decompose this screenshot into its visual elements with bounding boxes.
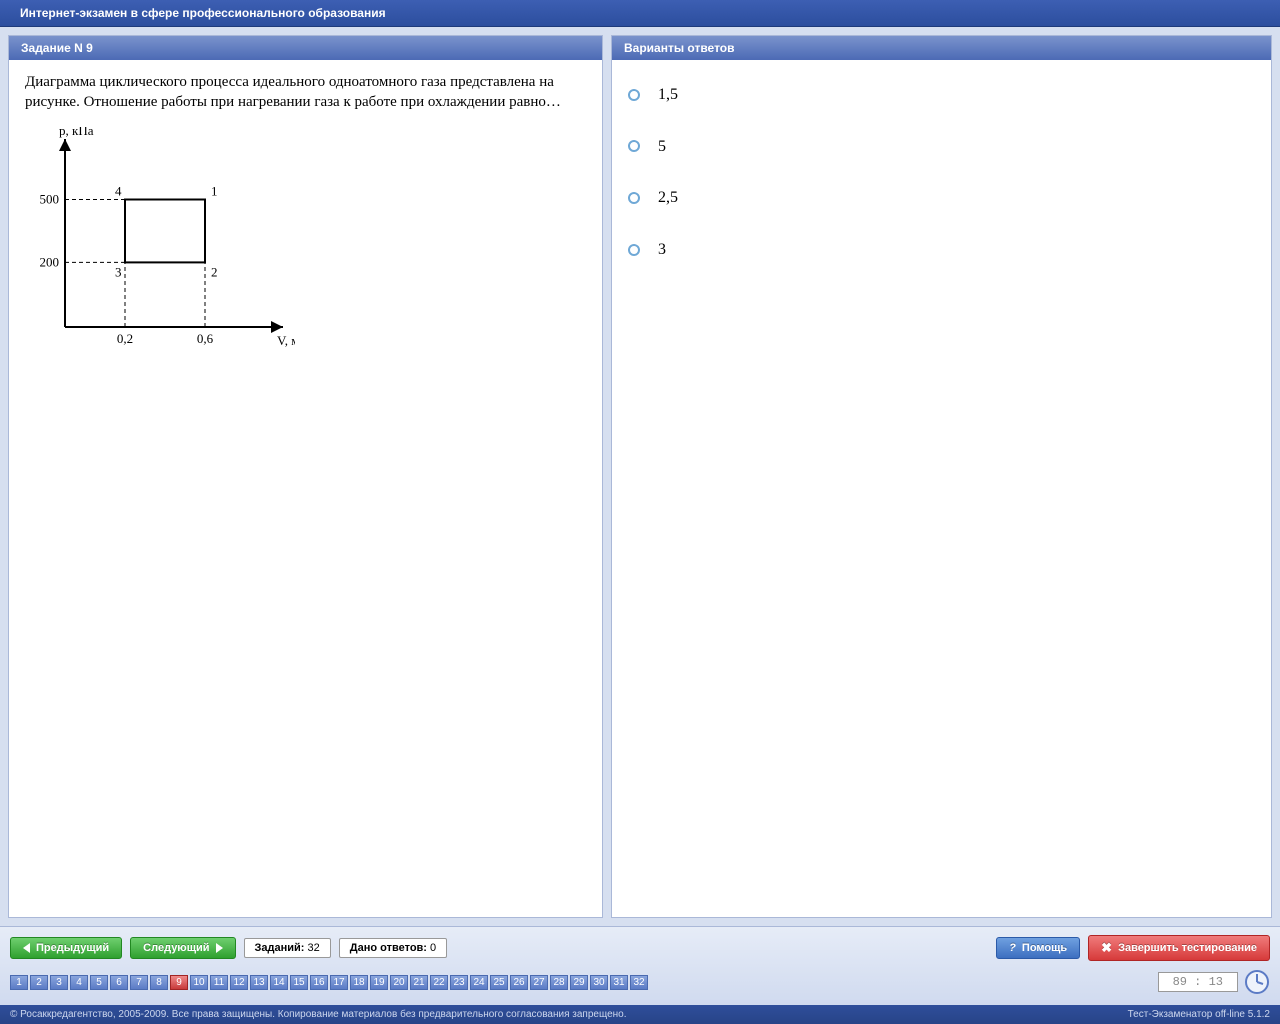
question-navigator: 1234567891011121314151617181920212223242… xyxy=(10,969,1270,995)
question-nav-box[interactable]: 27 xyxy=(530,975,548,990)
answered-count-label: Дано ответов: xyxy=(350,942,427,954)
question-nav-box[interactable]: 4 xyxy=(70,975,88,990)
question-nav-box[interactable]: 26 xyxy=(510,975,528,990)
question-nav-box[interactable]: 6 xyxy=(110,975,128,990)
help-button[interactable]: ? Помощь xyxy=(996,937,1080,959)
question-nav-box[interactable]: 18 xyxy=(350,975,368,990)
question-nav-box[interactable]: 3 xyxy=(50,975,68,990)
finish-test-button[interactable]: ✖ Завершить тестирование xyxy=(1088,935,1270,961)
question-nav-box[interactable]: 7 xyxy=(130,975,148,990)
answers-panel: Варианты ответов 1,5 5 2,5 3 xyxy=(611,35,1272,918)
footer: © Росаккредагентство, 2005-2009. Все пра… xyxy=(0,1005,1280,1024)
svg-text:0,6: 0,6 xyxy=(197,331,214,346)
question-nav-box[interactable]: 15 xyxy=(290,975,308,990)
svg-text:4: 4 xyxy=(115,183,122,198)
next-button-label: Следующий xyxy=(143,942,209,954)
question-nav-box[interactable]: 21 xyxy=(410,975,428,990)
svg-text:200: 200 xyxy=(40,254,60,269)
question-nav-box[interactable]: 11 xyxy=(210,975,228,990)
app-frame: Интернет-экзамен в сфере профессионально… xyxy=(0,0,1280,1024)
question-nav-box[interactable]: 30 xyxy=(590,975,608,990)
question-nav-box[interactable]: 17 xyxy=(330,975,348,990)
radio-icon xyxy=(628,244,640,256)
answer-option[interactable]: 2,5 xyxy=(628,187,1255,209)
radio-icon xyxy=(628,89,640,101)
answer-text: 5 xyxy=(658,136,666,158)
chevron-right-icon xyxy=(216,943,223,953)
question-nav-box[interactable]: 28 xyxy=(550,975,568,990)
answers-header: Варианты ответов xyxy=(612,36,1271,60)
tasks-count-label: Заданий: xyxy=(255,942,305,954)
radio-icon xyxy=(628,192,640,204)
answer-text: 2,5 xyxy=(658,187,678,209)
answered-count-value: 0 xyxy=(430,942,436,954)
question-nav-box[interactable]: 24 xyxy=(470,975,488,990)
answer-text: 1,5 xyxy=(658,84,678,106)
previous-button[interactable]: Предыдущий xyxy=(10,937,122,959)
answer-text: 3 xyxy=(658,239,666,261)
question-nav-box[interactable]: 29 xyxy=(570,975,588,990)
previous-button-label: Предыдущий xyxy=(36,942,109,954)
content-area: Задание N 9 Диаграмма циклического проце… xyxy=(0,27,1280,926)
radio-icon xyxy=(628,140,640,152)
tasks-count-value: 32 xyxy=(308,942,320,954)
question-nav-box[interactable]: 23 xyxy=(450,975,468,990)
question-diagram: p, кПа V, м3 500 200 0,2 0,6 4 1 3 2 xyxy=(25,127,586,353)
exit-icon: ✖ xyxy=(1101,940,1112,956)
question-nav-box[interactable]: 5 xyxy=(90,975,108,990)
next-button[interactable]: Следующий xyxy=(130,937,235,959)
answered-count-pill: Дано ответов: 0 xyxy=(339,938,447,958)
question-nav-box[interactable]: 20 xyxy=(390,975,408,990)
svg-text:0,2: 0,2 xyxy=(117,331,133,346)
answer-option[interactable]: 1,5 xyxy=(628,84,1255,106)
question-nav-box[interactable]: 32 xyxy=(630,975,648,990)
footer-version: Тест-Экзаменатор off-line 5.1.2 xyxy=(1128,1009,1270,1020)
question-nav-box[interactable]: 22 xyxy=(430,975,448,990)
question-nav-box[interactable]: 31 xyxy=(610,975,628,990)
app-title-bar: Интернет-экзамен в сфере профессионально… xyxy=(0,0,1280,27)
help-icon: ? xyxy=(1009,942,1016,954)
svg-text:p, кПа: p, кПа xyxy=(59,127,94,138)
nav-row-buttons: Предыдущий Следующий Заданий: 32 Дано от… xyxy=(10,935,1270,961)
question-nav-box[interactable]: 14 xyxy=(270,975,288,990)
timer-display: 89 : 13 xyxy=(1158,972,1238,992)
svg-text:1: 1 xyxy=(211,183,218,198)
svg-text:2: 2 xyxy=(211,264,218,279)
clock-icon xyxy=(1244,969,1270,995)
question-nav-box[interactable]: 25 xyxy=(490,975,508,990)
question-nav-box[interactable]: 12 xyxy=(230,975,248,990)
tasks-count-pill: Заданий: 32 xyxy=(244,938,331,958)
footer-copyright: © Росаккредагентство, 2005-2009. Все пра… xyxy=(10,1009,627,1020)
question-nav-box[interactable]: 19 xyxy=(370,975,388,990)
question-nav-box[interactable]: 9 xyxy=(170,975,188,990)
question-nav-box[interactable]: 2 xyxy=(30,975,48,990)
question-nav-box[interactable]: 8 xyxy=(150,975,168,990)
answer-option[interactable]: 5 xyxy=(628,136,1255,158)
help-button-label: Помощь xyxy=(1022,942,1067,954)
finish-test-label: Завершить тестирование xyxy=(1118,942,1257,954)
question-nav-box[interactable]: 1 xyxy=(10,975,28,990)
answers-body: 1,5 5 2,5 3 xyxy=(612,60,1271,272)
question-header: Задание N 9 xyxy=(9,36,602,60)
app-title: Интернет-экзамен в сфере профессионально… xyxy=(20,6,386,20)
question-nav-box[interactable]: 16 xyxy=(310,975,328,990)
question-nav-box[interactable]: 13 xyxy=(250,975,268,990)
svg-text:500: 500 xyxy=(40,191,60,206)
chevron-left-icon xyxy=(23,943,30,953)
navigation-bar: Предыдущий Следующий Заданий: 32 Дано от… xyxy=(0,926,1280,1005)
answers-list: 1,5 5 2,5 3 xyxy=(628,72,1255,260)
question-body: Диаграмма циклического процесса идеально… xyxy=(9,60,602,365)
svg-text:3: 3 xyxy=(115,264,122,279)
svg-text:V, м3: V, м3 xyxy=(277,331,295,347)
question-nav-box[interactable]: 10 xyxy=(190,975,208,990)
question-text: Диаграмма циклического процесса идеально… xyxy=(25,72,586,113)
answer-option[interactable]: 3 xyxy=(628,239,1255,261)
question-panel: Задание N 9 Диаграмма циклического проце… xyxy=(8,35,603,918)
